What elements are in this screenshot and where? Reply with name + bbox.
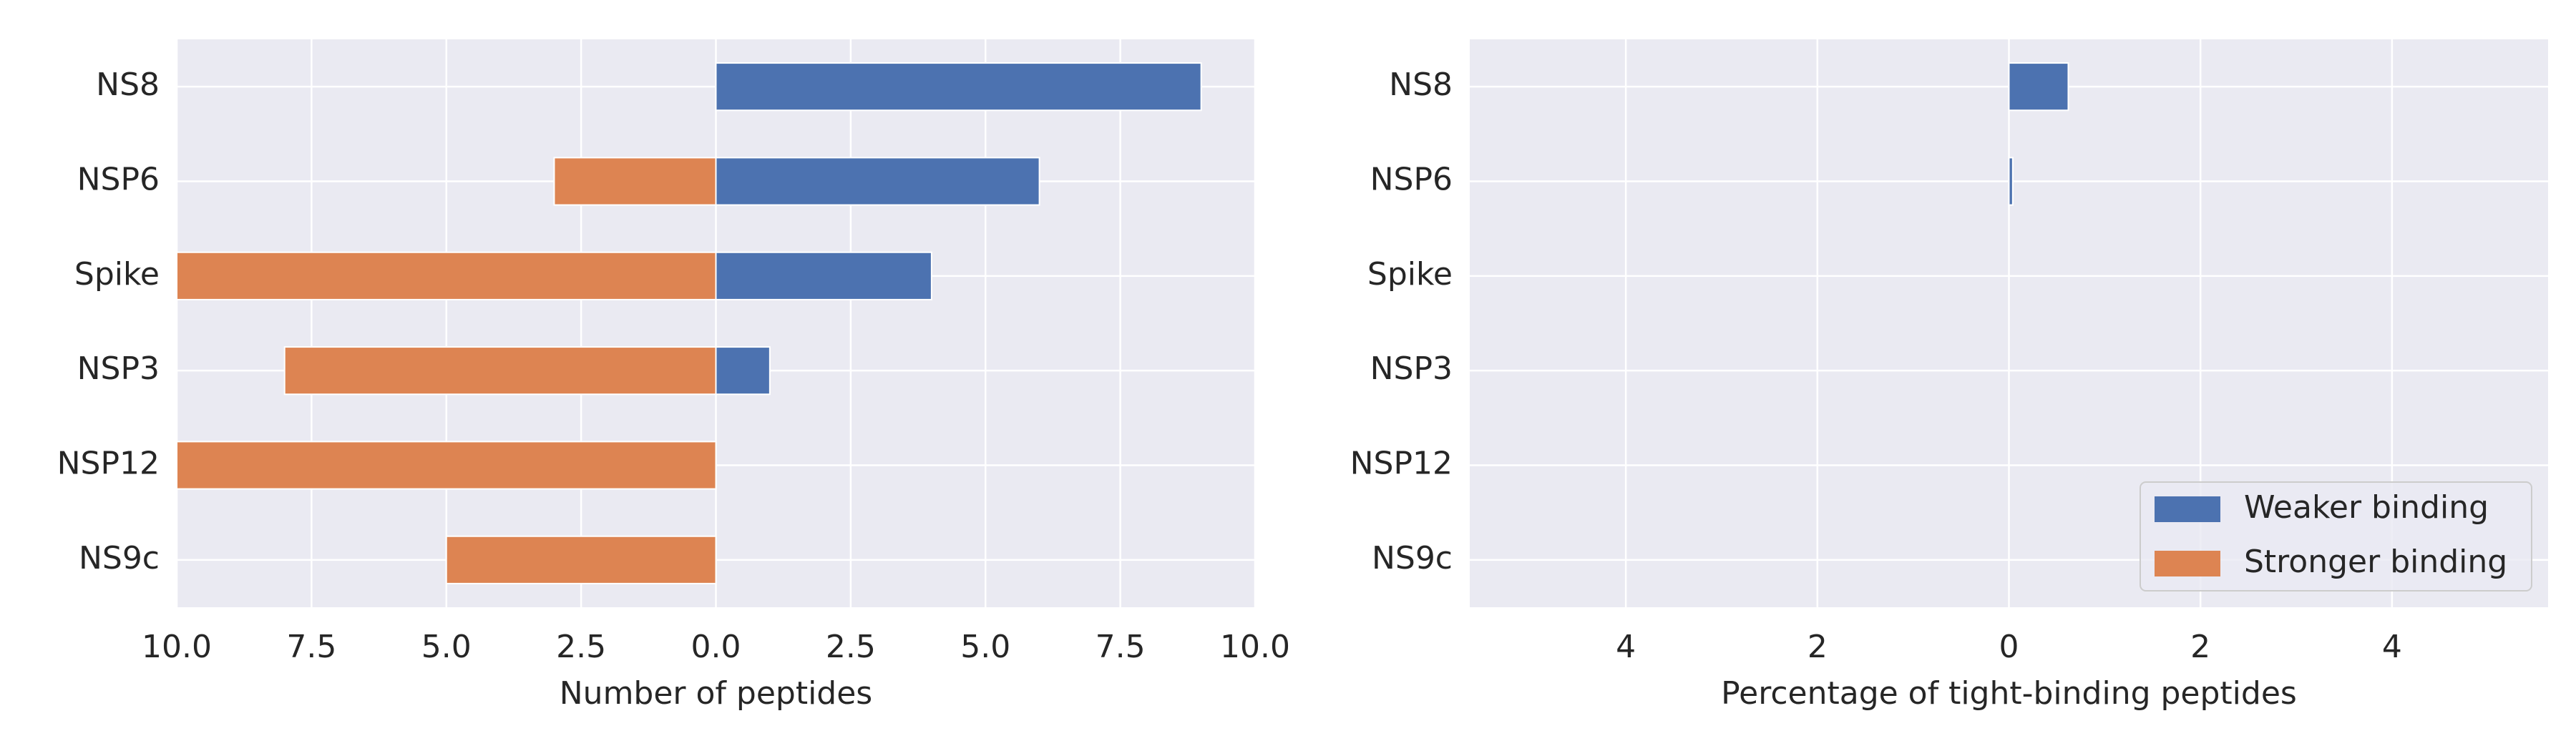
subplot: 10.0 7.5 5.0 2.5 0.0 2.5 5.0 7.5 10.0 NS8 NSP6 Spik… — [57, 39, 1290, 712]
bar — [715, 157, 1040, 206]
bar — [553, 157, 717, 206]
y-tick-label: NSP12 — [57, 446, 160, 482]
subplot: 4 2 0 2 4 NS8 NSP6 Spike NSP3 NSP12 NS9c Percentage… — [1350, 39, 2548, 712]
x-tick-label: 7.5 — [1096, 629, 1146, 665]
legend-label: Weaker binding — [2244, 489, 2489, 526]
x-tick-label: 0.0 — [691, 629, 741, 665]
y-tick-label: NS9c — [1372, 540, 1453, 576]
bar — [715, 346, 771, 396]
bar — [2008, 157, 2014, 206]
legend-frame — [2140, 481, 2532, 592]
y-tick-label: NSP6 — [77, 162, 160, 198]
legend-swatch — [2155, 496, 2220, 522]
y-tick-label: NSP12 — [1350, 446, 1453, 482]
x-tick-label: 10.0 — [142, 629, 212, 665]
bar — [715, 62, 1202, 112]
bar — [176, 251, 717, 300]
y-tick-label: Spike — [74, 256, 160, 293]
x-axis-label: Number of peptides — [560, 675, 872, 712]
x-tick-label: 2 — [1807, 629, 1828, 665]
y-tick-label: Spike — [1367, 256, 1453, 293]
x-tick-label: 5.0 — [421, 629, 472, 665]
y-tick-label: NS8 — [1389, 67, 1453, 103]
x-tick-label: 5.0 — [960, 629, 1010, 665]
legend: Weaker binding Stronger binding — [2140, 481, 2532, 592]
y-tick-label: NSP3 — [77, 350, 160, 387]
bar — [445, 535, 717, 584]
bar — [283, 346, 717, 396]
bar — [715, 251, 932, 300]
x-tick-label: 2.5 — [556, 629, 606, 665]
x-tick-label: 4 — [1616, 629, 1636, 665]
y-tick-label: NS8 — [96, 67, 160, 103]
x-tick-label: 4 — [2382, 629, 2402, 665]
x-tick-label: 0 — [1999, 629, 2019, 665]
bar — [176, 441, 717, 490]
y-tick-label: NS9c — [79, 540, 160, 576]
x-axis-label: Percentage of tight-binding peptides — [1721, 675, 2297, 712]
x-tick-label: 2.5 — [826, 629, 876, 665]
x-tick-label: 2 — [2190, 629, 2210, 665]
x-tick-label: 10.0 — [1220, 629, 1290, 665]
x-tick-label: 7.5 — [286, 629, 336, 665]
bar — [2008, 62, 2069, 112]
legend-label: Stronger binding — [2244, 544, 2507, 580]
y-tick-label: NSP6 — [1370, 162, 1453, 198]
legend-swatch — [2155, 551, 2220, 576]
y-tick-label: NSP3 — [1370, 350, 1453, 387]
